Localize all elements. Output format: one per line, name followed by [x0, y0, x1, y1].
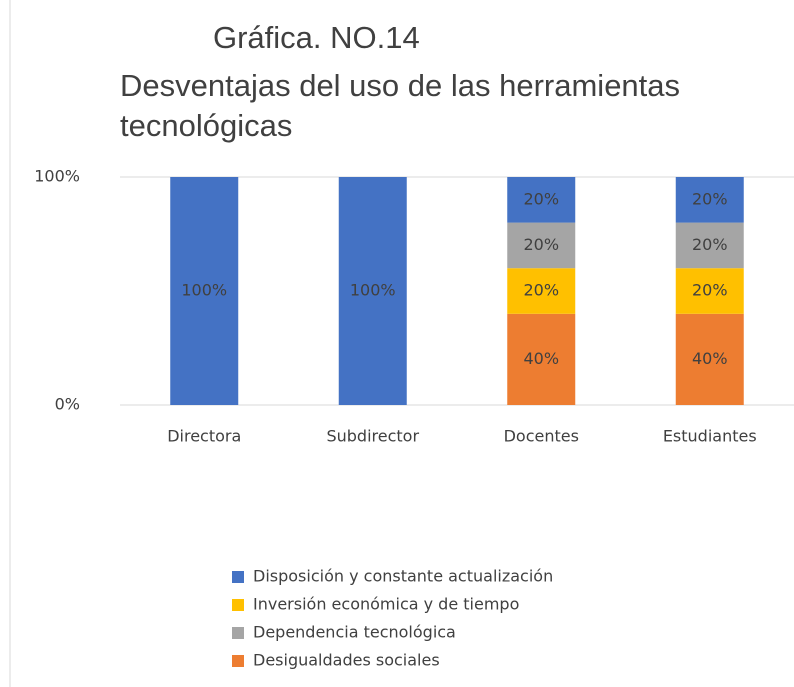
data-label: 20%	[523, 235, 559, 254]
data-label: 40%	[692, 349, 728, 368]
data-label: 40%	[523, 349, 559, 368]
legend-label: Dependencia tecnológica	[253, 623, 456, 642]
x-tick-label: Subdirector	[326, 427, 419, 446]
chart-subtitle: tecnológicas	[120, 108, 292, 143]
data-label: 100%	[181, 281, 227, 300]
legend-label: Inversión económica y de tiempo	[253, 595, 519, 614]
legend-swatch	[232, 655, 244, 667]
bar-segment	[507, 177, 576, 223]
data-label: 20%	[523, 189, 559, 208]
y-tick-label: 0%	[55, 395, 80, 414]
bar-segment	[507, 222, 576, 269]
x-tick-label: Docentes	[504, 427, 579, 446]
bar-segment	[675, 222, 744, 269]
y-tick-label: 100%	[34, 167, 80, 186]
x-tick-label: Estudiantes	[663, 427, 757, 446]
chart-title: Gráfica. NO.14	[213, 20, 420, 55]
legend-label: Disposición y constante actualización	[253, 567, 553, 586]
legend-swatch	[232, 571, 244, 583]
bar-segment	[338, 177, 407, 405]
bar-segment	[507, 268, 576, 314]
bar-segment	[507, 313, 576, 405]
data-label: 20%	[692, 235, 728, 254]
legend-swatch	[232, 599, 244, 611]
chart-subtitle: Desventajas del uso de las herramientas	[120, 68, 680, 103]
x-tick-label: Directora	[167, 427, 241, 446]
legend-label: Desigualdades sociales	[253, 651, 440, 670]
data-label: 20%	[523, 281, 559, 300]
bar-segment	[675, 268, 744, 314]
bar-segment	[170, 177, 239, 405]
data-label: 100%	[350, 281, 396, 300]
bar-segment	[675, 177, 744, 223]
data-label: 20%	[692, 281, 728, 300]
data-label: 20%	[692, 189, 728, 208]
legend-swatch	[232, 627, 244, 639]
bar-segment	[675, 313, 744, 405]
